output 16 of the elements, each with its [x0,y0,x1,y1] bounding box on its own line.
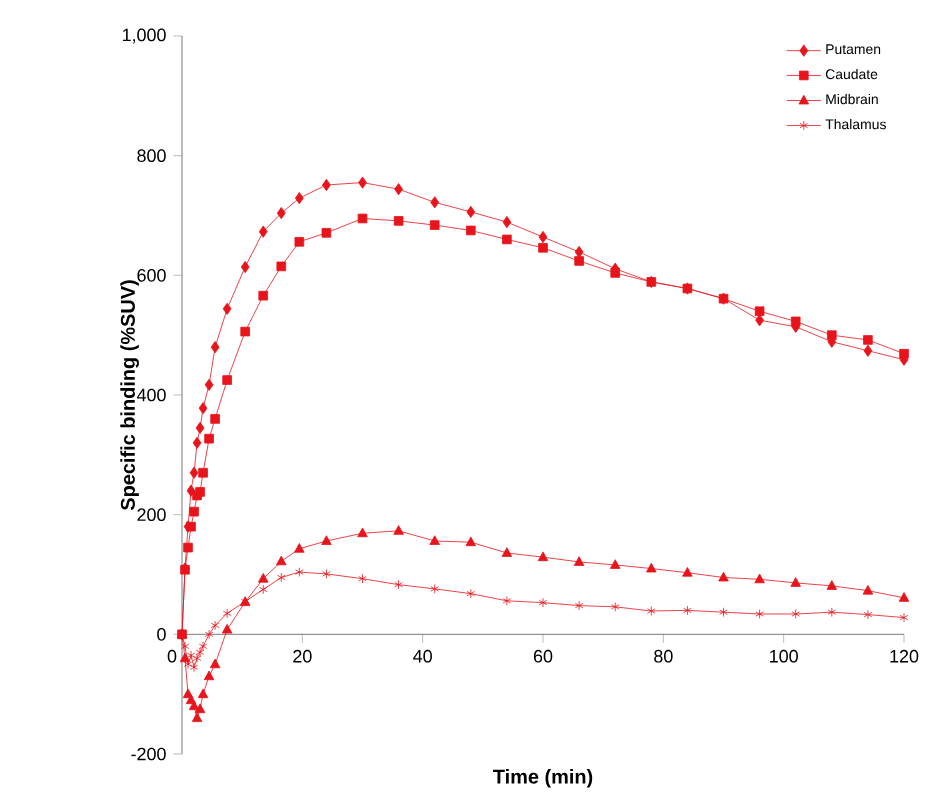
x-axis-title: Time (min) [493,769,593,788]
y-tick-label: 800 [137,149,166,163]
y-tick-label: 200 [137,508,166,522]
x-tick-label: 60 [533,649,553,663]
y-tick-label: 600 [137,268,166,282]
y-axis-title: Specific binding (%SUV) [120,280,139,511]
x-tick-label: 120 [890,649,919,663]
x-tick-label: 100 [770,649,798,663]
x-tick-label: 40 [413,649,432,663]
x-tick-label: 20 [293,649,312,663]
y-tick-label: -200 [131,747,166,761]
y-tick-label: 0 [157,627,166,641]
y-tick-label: 400 [136,388,166,402]
y-tick-label: 1,000 [122,28,166,44]
x-tick-label: 80 [654,649,673,663]
x-tick-label: 0 [167,649,177,663]
